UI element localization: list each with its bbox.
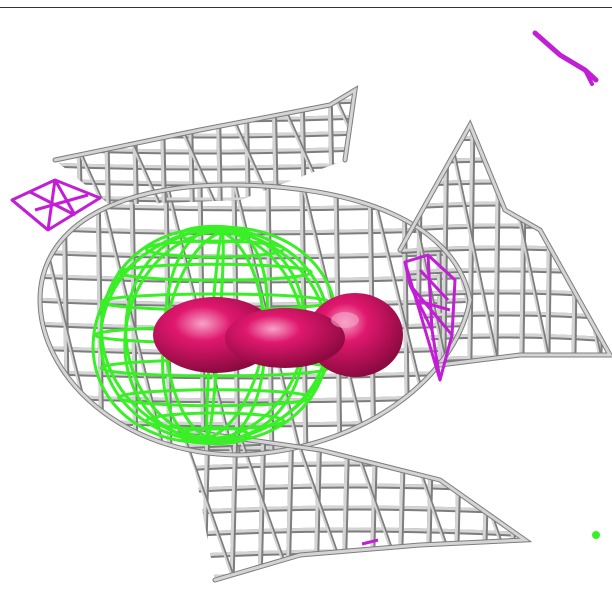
- ventral-fin-mesh: [180, 430, 525, 580]
- magenta-mesh-fragments: [10, 30, 599, 546]
- pink-solid-blob: [153, 293, 403, 377]
- magenta-fragment-left: [10, 178, 102, 232]
- green-dot: [592, 531, 600, 539]
- top-border-line: [0, 7, 612, 8]
- tail-mesh: [400, 125, 610, 365]
- magenta-fragment-bottom: [361, 538, 379, 546]
- mesh-outlines: [37, 85, 612, 583]
- magenta-fragment-top-right: [532, 30, 599, 86]
- magenta-fragment-right: [403, 253, 457, 382]
